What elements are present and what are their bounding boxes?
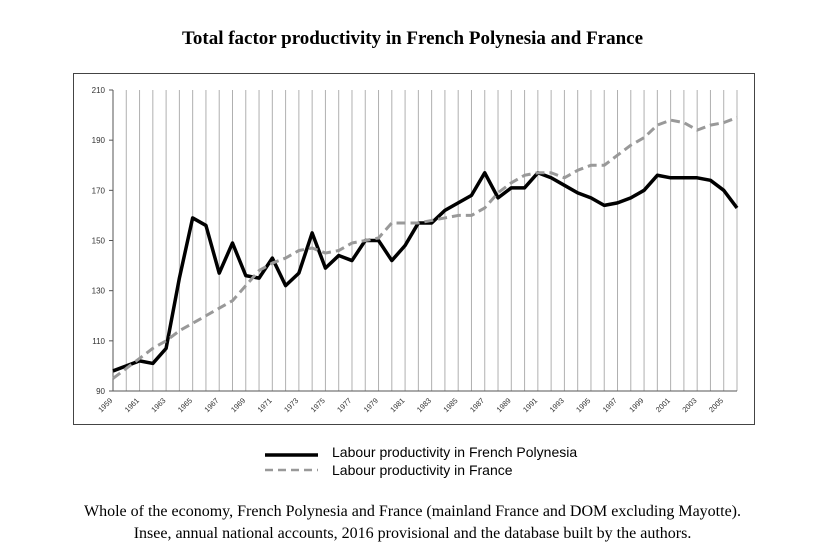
- x-tick-label: 1961: [123, 396, 141, 414]
- legend-label-french-polynesia: Labour productivity in French Polynesia: [332, 444, 577, 460]
- x-tick-label: 1963: [149, 396, 167, 414]
- y-tick-label: 150: [92, 237, 106, 246]
- x-tick-label: 1983: [415, 396, 433, 414]
- series-line-france: [112, 116, 738, 380]
- y-tick-label: 130: [92, 287, 106, 296]
- chart-frame: [73, 73, 755, 425]
- x-tick-label: 2005: [707, 396, 725, 414]
- y-tick-label: 210: [92, 86, 106, 95]
- x-tick-label: 1991: [521, 396, 539, 414]
- x-tick-label: 1979: [362, 396, 380, 414]
- chart-area: 90 110 130 150 170 190 210 1959 1961 1963 1965 1967…: [73, 73, 755, 425]
- x-tick-label: 1971: [256, 396, 274, 414]
- line-chart: 90 110 130 150 170 190 210 1959 1961 1963 1965 1967…: [73, 73, 755, 425]
- x-tick-label: 1999: [627, 396, 645, 414]
- x-tick-label: 1967: [202, 396, 220, 414]
- caption-line-2: Insee, annual national accounts, 2016 pr…: [133, 525, 692, 542]
- x-tick-label: 1985: [441, 396, 459, 414]
- x-tick-label: 1959: [96, 396, 114, 414]
- y-tick-label: 90: [96, 387, 105, 396]
- x-tick-label: 1973: [282, 396, 300, 414]
- x-tick-label: 1977: [335, 396, 353, 414]
- y-tick-label: 110: [92, 337, 105, 346]
- x-tick-label: 1993: [548, 396, 566, 414]
- x-tick-label: 1987: [468, 396, 486, 414]
- x-tick-label: 1989: [495, 396, 513, 414]
- y-tick-label: 190: [92, 136, 106, 145]
- x-tick-label: 1969: [229, 396, 247, 414]
- legend: Labour productivity in French Polynesia …: [265, 444, 577, 478]
- y-tick-label: 170: [92, 186, 106, 195]
- x-tick-label: 1981: [388, 396, 406, 414]
- series-line-french-polynesia: [112, 171, 739, 373]
- caption-line-1: Whole of the economy, French Polynesia a…: [84, 503, 741, 520]
- legend-label-france: Labour productivity in France: [332, 462, 513, 478]
- chart-title: Total factor productivity in French Poly…: [181, 28, 644, 49]
- x-tick-label: 2001: [654, 396, 672, 414]
- x-tick-label: 1997: [601, 396, 619, 414]
- x-tick-label: 2003: [680, 396, 698, 414]
- x-tick-label: 1995: [574, 396, 592, 414]
- x-tick-label: 1965: [176, 396, 194, 414]
- x-tick-label: 1975: [309, 396, 327, 414]
